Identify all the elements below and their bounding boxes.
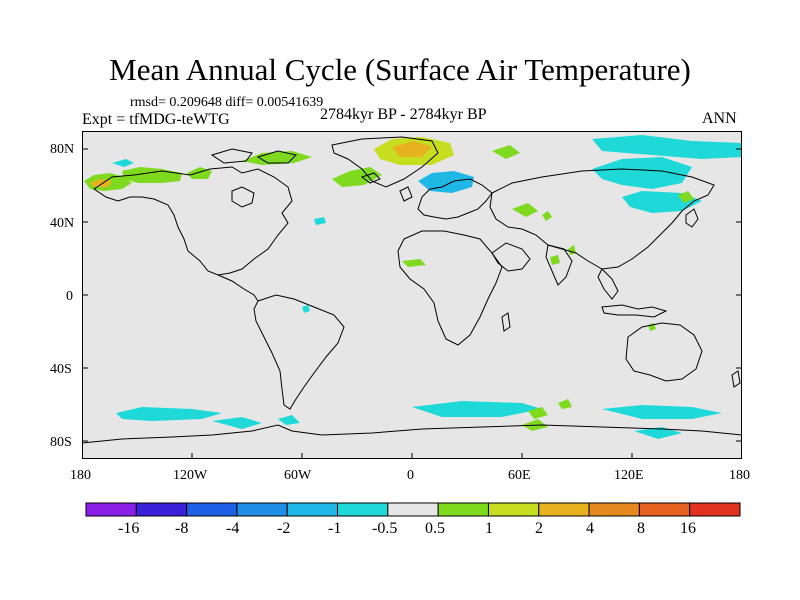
colorbar-box bbox=[186, 502, 238, 517]
lon-label-180w: 180 bbox=[70, 468, 91, 483]
colorbar-box bbox=[85, 502, 137, 517]
colorbar-box bbox=[286, 502, 339, 517]
colorbar-box bbox=[638, 502, 691, 517]
colorbar-label: -2 bbox=[277, 520, 291, 537]
anomaly-arctic-canada bbox=[112, 159, 134, 167]
lon-label-60e: 60E bbox=[508, 468, 531, 483]
world-map bbox=[82, 131, 742, 459]
anomaly-central-asia-2 bbox=[542, 211, 552, 221]
anomaly-east-siberia bbox=[592, 157, 692, 189]
anomaly-barents bbox=[492, 145, 520, 159]
coast-africa bbox=[397, 230, 503, 346]
colorbar-box bbox=[689, 502, 741, 517]
anomaly-south-indian bbox=[602, 405, 722, 419]
anomaly-arabia bbox=[550, 255, 560, 265]
anomaly-south-atlantic-ring bbox=[412, 401, 542, 417]
lat-label-40n: 40N bbox=[50, 216, 75, 231]
colorbar-label: 2 bbox=[535, 520, 543, 537]
anomaly-yukon bbox=[122, 167, 182, 183]
colorbar-boxes bbox=[85, 502, 741, 517]
coast-south-america bbox=[253, 294, 345, 410]
coast-hudson bbox=[231, 186, 255, 208]
anomaly-sahara bbox=[402, 259, 426, 267]
anomaly-ross bbox=[634, 427, 682, 439]
stats-text: rmsd= 0.209648 diff= 0.00541639 bbox=[130, 95, 324, 110]
anomaly-antarctic-pos bbox=[558, 399, 572, 409]
experiment-label: Expt = tfMDG-teWTG bbox=[82, 111, 230, 128]
colorbar-box bbox=[135, 502, 188, 517]
lat-label-80n: 80N bbox=[50, 142, 75, 157]
colorbar-box bbox=[588, 502, 640, 517]
anomaly-south-atlantic-pos bbox=[528, 407, 548, 419]
lon-label-120w: 120W bbox=[173, 468, 208, 483]
colorbar-label: -16 bbox=[118, 520, 140, 537]
anomaly-southern-pacific bbox=[116, 407, 222, 421]
colorbar-label: 4 bbox=[586, 520, 594, 537]
colorbar-box bbox=[437, 502, 489, 517]
colorbar-label: -8 bbox=[175, 520, 189, 537]
anomaly-kamchatka bbox=[678, 191, 694, 203]
colorbar-label: -4 bbox=[226, 520, 240, 537]
lon-label-180e: 180 bbox=[729, 468, 750, 483]
colorbar-box bbox=[538, 502, 590, 517]
colorbar-box bbox=[387, 502, 439, 517]
colorbar-label: 16 bbox=[680, 520, 696, 537]
anomaly-south-atlantic bbox=[302, 305, 310, 313]
period-label: 2784kyr BP - 2784kyr BP bbox=[320, 106, 487, 123]
colorbar-label: 0.5 bbox=[425, 520, 445, 537]
coast-north-america bbox=[93, 166, 293, 276]
coast-asia bbox=[489, 168, 715, 270]
colorbar-label: 1 bbox=[485, 520, 493, 537]
anomaly-central-asia bbox=[512, 203, 538, 217]
coast-iceland bbox=[360, 172, 381, 184]
coastlines bbox=[82, 136, 742, 444]
anomaly-weddell bbox=[278, 415, 300, 425]
anomaly-greenland-east bbox=[332, 167, 382, 187]
coast-india bbox=[545, 244, 573, 286]
colorbar-label: 8 bbox=[637, 520, 645, 537]
anomaly-drake bbox=[212, 417, 262, 429]
anomaly-greenland-core bbox=[392, 141, 432, 157]
coast-arctic-islands bbox=[210, 148, 297, 164]
colorbar-box bbox=[236, 502, 288, 517]
plot-title: Mean Annual Cycle (Surface Air Temperatu… bbox=[109, 52, 691, 87]
lon-label-0: 0 bbox=[407, 468, 414, 483]
coast-australia bbox=[625, 322, 703, 382]
coast-europe bbox=[417, 178, 493, 220]
anomaly-siberia bbox=[592, 135, 742, 159]
lon-label-60w: 60W bbox=[284, 468, 312, 483]
coast-central-america bbox=[217, 274, 259, 302]
anomaly-scandinavia bbox=[418, 171, 474, 193]
coast-indonesia bbox=[601, 304, 668, 318]
anomaly-atlantic-spot bbox=[314, 217, 326, 225]
coast-arabia bbox=[491, 242, 531, 272]
coast-antarctica bbox=[82, 424, 742, 444]
coast-greenland bbox=[331, 136, 439, 188]
season-label: ANN bbox=[702, 110, 737, 127]
lon-label-120e: 120E bbox=[614, 468, 644, 483]
coast-madagascar bbox=[501, 312, 511, 332]
colorbar bbox=[85, 502, 741, 517]
coast-southeast-asia bbox=[597, 268, 619, 300]
colorbar-box bbox=[337, 502, 389, 517]
coast-new-zealand bbox=[731, 370, 741, 388]
lat-label-40s: 40S bbox=[50, 362, 72, 377]
colorbar-box bbox=[487, 502, 540, 517]
lat-label-0: 0 bbox=[66, 289, 73, 304]
map-frame bbox=[82, 131, 742, 459]
colorbar-label: -0.5 bbox=[372, 520, 398, 537]
coast-japan bbox=[685, 208, 699, 228]
lat-label-80s: 80S bbox=[50, 435, 72, 450]
coast-british-isles bbox=[399, 186, 413, 202]
colorbar-label: -1 bbox=[328, 520, 342, 537]
